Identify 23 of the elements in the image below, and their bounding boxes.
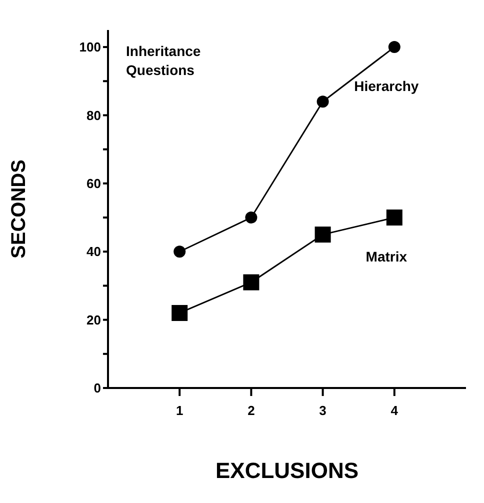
point <box>314 226 331 243</box>
x-tick-label: 3 <box>319 403 326 418</box>
point <box>386 210 402 226</box>
y-tick-label: 40 <box>86 244 101 260</box>
y-tick-label: 20 <box>86 312 101 328</box>
y-tick-label: 60 <box>86 176 101 192</box>
y-tick-label: 100 <box>79 40 101 55</box>
x-tick-label: 4 <box>390 403 399 418</box>
series-label: Matrix <box>366 248 408 265</box>
point <box>172 304 188 321</box>
point <box>316 96 329 108</box>
point <box>388 41 400 54</box>
x-tick-label: 1 <box>176 403 184 418</box>
x-tick-label: 2 <box>248 403 255 418</box>
series-label: Hierarchy <box>354 78 419 94</box>
point <box>245 212 258 224</box>
x-axis-title: EXCLUSIONS <box>215 458 359 483</box>
point <box>243 274 260 290</box>
y-axis-title: SECONDS <box>8 160 30 258</box>
y-tick-label: 80 <box>86 108 101 123</box>
point <box>174 246 186 258</box>
annotation: Inheritance Questions <box>126 42 202 80</box>
y-tick-label: 0 <box>94 380 101 396</box>
